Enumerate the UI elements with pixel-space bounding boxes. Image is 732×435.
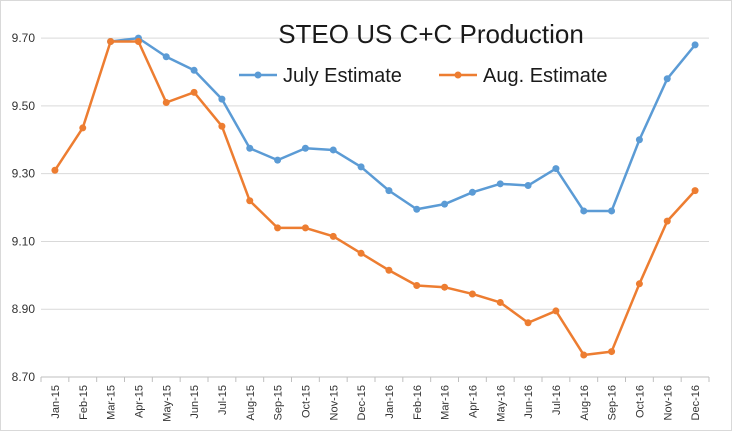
series-1-point <box>301 224 309 232</box>
series-1-point <box>635 280 643 288</box>
x-tick-label: Mar-15 <box>106 385 118 420</box>
series-1-point <box>552 307 560 315</box>
series-1-point <box>329 232 337 240</box>
series-1-point <box>691 187 699 195</box>
y-tick-label: 9.70 <box>12 31 36 45</box>
legend-marker-july <box>254 71 262 79</box>
legend-label-july: July Estimate <box>283 65 402 87</box>
series-1-point <box>385 266 393 274</box>
series-1-point <box>496 298 504 306</box>
x-tick-label: Jun-15 <box>189 385 201 419</box>
series-1-point <box>162 99 170 106</box>
series-1-point <box>663 217 671 225</box>
series-0-point <box>246 144 254 152</box>
series-0-point <box>385 187 393 195</box>
legend-label-aug: Aug. Estimate <box>483 65 608 87</box>
x-tick-label: Jul-15 <box>217 385 229 415</box>
y-tick-label: 9.30 <box>12 167 36 181</box>
x-tick-label: Aug-16 <box>579 385 591 420</box>
series-1-point <box>274 224 282 232</box>
series-line-0 <box>110 36 697 213</box>
y-tick-label: 9.10 <box>12 234 36 248</box>
series-0-point <box>413 205 421 213</box>
series-0-point <box>468 188 476 196</box>
x-tick-label: May-15 <box>161 385 173 422</box>
x-tick-label: Nov-16 <box>662 385 674 420</box>
x-tick-label: Aug-15 <box>245 385 257 420</box>
series-0-point <box>301 144 309 152</box>
series-0-point <box>608 207 616 215</box>
series-0-point <box>218 95 226 103</box>
series-1-point <box>608 348 616 356</box>
series-0-point <box>329 146 337 154</box>
x-tick-label: Sep-16 <box>607 385 619 420</box>
x-tick-label: Dec-16 <box>690 385 702 420</box>
legend: July Estimate Aug. Estimate <box>239 65 608 87</box>
series-1-point <box>524 319 532 327</box>
y-tick-label: 8.70 <box>12 370 36 384</box>
series-0-point <box>274 156 282 164</box>
series-1-point <box>246 197 254 205</box>
series-1-point <box>190 88 198 96</box>
chart-title: STEO US C+C Production <box>278 19 584 49</box>
series-1-point <box>441 283 449 291</box>
axes: 8.70 8.90 9.10 9.30 9.50 9.70 Jan-15 Feb-15 Mar-… <box>12 31 710 422</box>
x-tick-label: Jan-16 <box>384 385 396 419</box>
legend-item-july: July Estimate <box>239 65 402 87</box>
gridlines <box>41 37 709 378</box>
y-tick-label: 9.50 <box>12 99 36 113</box>
y-tick-label: 8.90 <box>12 302 36 316</box>
x-tick-label: Sep-15 <box>273 385 285 420</box>
series-0-point <box>441 200 449 208</box>
x-tick-label: Oct-15 <box>300 385 312 418</box>
series-0-point <box>357 163 365 171</box>
x-tick-label: Jan-15 <box>50 385 62 419</box>
series-1-point <box>79 124 87 132</box>
x-tick-label: Apr-15 <box>133 385 145 418</box>
x-tick-label: Jun-16 <box>523 385 535 419</box>
series-1-point <box>413 282 421 289</box>
series-line-1 <box>53 40 697 357</box>
series-0-point <box>663 75 671 83</box>
series-0-point <box>190 66 198 74</box>
x-tick-label: Feb-15 <box>78 385 90 420</box>
x-tick-label: Oct-16 <box>634 385 646 418</box>
series-1-point <box>107 38 115 45</box>
x-tick-label: Nov-15 <box>328 385 340 420</box>
x-tick-label: May-16 <box>495 385 507 422</box>
series-layer <box>51 34 699 359</box>
series-0-point <box>552 165 560 173</box>
series-1-point <box>357 249 365 257</box>
series-0-point <box>162 53 170 61</box>
x-tick-label: Mar-16 <box>440 385 452 420</box>
series-0-point <box>524 182 532 190</box>
series-0-point <box>635 136 643 144</box>
x-tick-label: Apr-16 <box>467 385 479 418</box>
x-tick-label: Dec-15 <box>356 385 368 420</box>
series-1-point <box>134 38 142 45</box>
series-0-point <box>496 180 504 188</box>
series-0-point <box>691 41 699 49</box>
series-1-point <box>468 290 476 298</box>
series-1-point <box>51 166 59 174</box>
x-tick-label: Jul-16 <box>551 385 563 415</box>
series-1-point <box>580 351 588 359</box>
legend-item-aug: Aug. Estimate <box>439 65 608 87</box>
x-tick-label: Feb-16 <box>412 385 424 420</box>
legend-marker-aug <box>454 71 462 79</box>
series-0-point <box>580 207 588 215</box>
series-1-point <box>218 122 226 130</box>
